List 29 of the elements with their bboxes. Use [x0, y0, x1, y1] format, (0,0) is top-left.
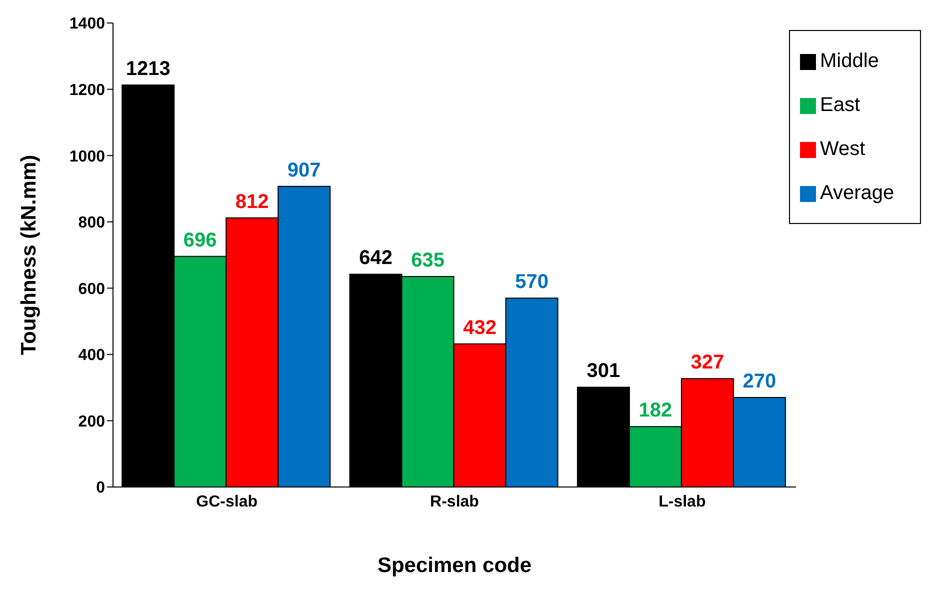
y-tick-label: 1200 [69, 82, 106, 99]
data-label: 812 [235, 190, 269, 213]
data-label: 1213 [126, 58, 170, 80]
x-axis-title: Specimen code [377, 554, 532, 577]
legend-label: East [820, 94, 860, 116]
data-label: 696 [183, 229, 217, 252]
y-tick-label: 1000 [69, 148, 106, 166]
data-label: 642 [359, 247, 392, 270]
legend-label: Middle [820, 50, 879, 72]
y-axis-title: Toughness (kN.mm) [17, 154, 40, 356]
data-label: 182 [638, 400, 672, 422]
legend-label: West [820, 138, 866, 160]
y-tick-label: 800 [78, 214, 106, 232]
data-label: 907 [287, 159, 321, 182]
data-label: 432 [463, 316, 496, 339]
data-label: 570 [515, 271, 548, 294]
legend-label: Average [820, 182, 894, 204]
y-tick-label: 400 [78, 347, 106, 364]
x-tick-label: GC-slab [196, 493, 258, 510]
y-tick-label: 200 [78, 413, 106, 430]
data-label: 327 [690, 352, 724, 374]
y-tick-label: 1400 [69, 16, 106, 33]
x-tick-label: R-slab [430, 493, 480, 510]
x-tick-label: L-slab [658, 493, 706, 510]
y-tick-label: 0 [96, 480, 106, 497]
y-tick-label: 600 [78, 280, 106, 298]
data-label: 270 [742, 370, 776, 393]
data-label: 635 [411, 250, 444, 272]
data-label: 301 [586, 360, 620, 382]
